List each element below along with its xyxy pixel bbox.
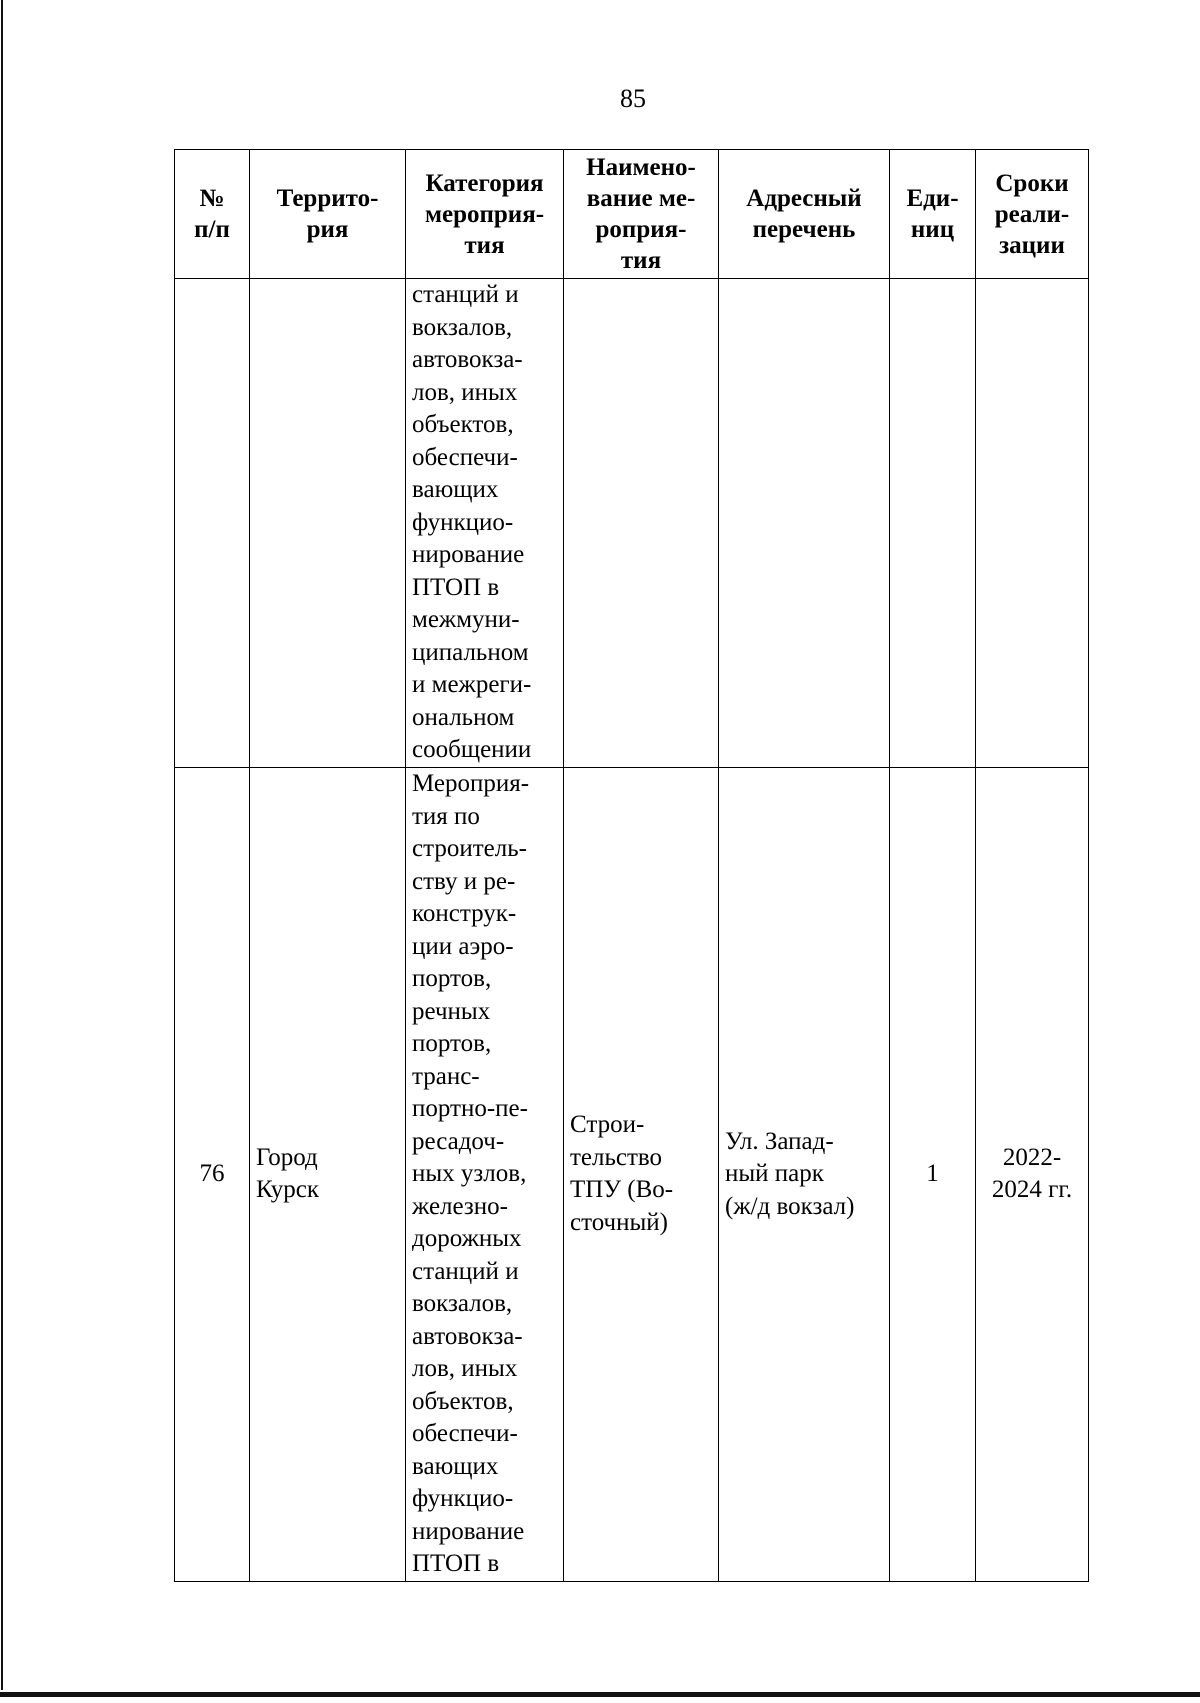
- header-number: № п/п: [174, 149, 250, 279]
- scan-left-edge: [1, 0, 3, 1690]
- cell-territory: Город Курск: [249, 767, 406, 1582]
- header-name: Наимено- вание ме- роприя- тия: [563, 149, 719, 279]
- header-period: Сроки реали- зации: [975, 149, 1089, 279]
- cell-period: 2022- 2024 гг.: [975, 767, 1089, 1582]
- cell-units: 1: [889, 767, 976, 1582]
- cell-name: Строи- тельство ТПУ (Во- сточный): [563, 767, 719, 1582]
- cell-address: Ул. Запад- ный парк (ж/д вокзал): [718, 767, 890, 1582]
- cell-number: [174, 278, 250, 768]
- cell-units: [889, 278, 976, 768]
- measures-table: № п/п Террито- рия Категория мероприя- т…: [174, 149, 1089, 1582]
- cell-name: [563, 278, 719, 768]
- table-row: 76 Город Курск Мероприя- тия по строител…: [174, 767, 1089, 1582]
- cell-number: 76: [174, 767, 250, 1582]
- cell-category: Мероприя- тия по строитель- ству и ре- к…: [405, 767, 564, 1582]
- cell-period: [975, 278, 1089, 768]
- header-address: Адресный перечень: [718, 149, 890, 279]
- header-category: Категория мероприя- тия: [405, 149, 564, 279]
- header-units: Еди- ниц: [889, 149, 976, 279]
- table-row: станций и вокзалов, автовокза- лов, иных…: [174, 278, 1089, 768]
- header-territory: Террито- рия: [249, 149, 406, 279]
- page-number: 85: [620, 84, 646, 113]
- table-header-row: № п/п Террито- рия Категория мероприя- т…: [174, 149, 1089, 279]
- cell-territory: [249, 278, 406, 768]
- scan-bottom-edge: [0, 1692, 1200, 1697]
- cell-address: [718, 278, 890, 768]
- cell-category: станций и вокзалов, автовокза- лов, иных…: [405, 278, 564, 768]
